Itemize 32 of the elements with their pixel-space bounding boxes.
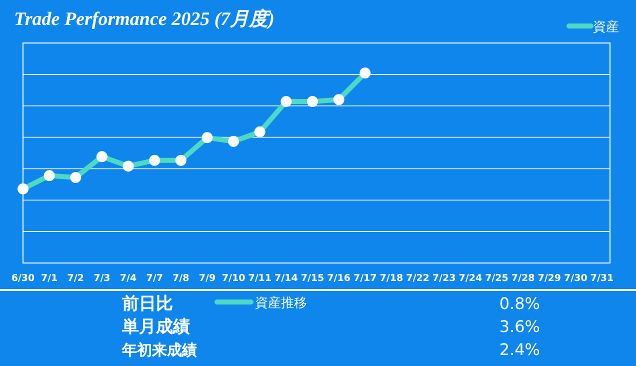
- text: 単月成績: [121, 317, 190, 337]
- text: 前日比: [121, 294, 173, 314]
- x-tick-label: 7/3: [94, 273, 110, 284]
- x-tick-label: 7/15: [300, 273, 324, 284]
- x-tick-label: 7/4: [120, 273, 137, 284]
- text: 0.8%: [499, 294, 540, 313]
- x-tick-label: 7/23: [432, 273, 456, 284]
- x-tick-label: 7/17: [353, 273, 377, 284]
- x-tick-label: 7/30: [564, 273, 588, 284]
- x-tick-label: 7/16: [327, 273, 351, 284]
- x-tick-label: 7/14: [274, 273, 298, 284]
- x-tick-label: 7/18: [380, 273, 404, 284]
- legend-label: 資産: [593, 19, 619, 35]
- x-tick-label: 7/28: [511, 273, 536, 284]
- x-tick-label: 7/24: [458, 273, 482, 284]
- x-tick-label: 7/29: [538, 273, 562, 284]
- x-tick-label: 7/8: [172, 273, 190, 284]
- x-tick-label: 7/2: [67, 273, 84, 284]
- text: 3.6%: [499, 317, 540, 336]
- x-tick-label: 7/22: [406, 273, 430, 284]
- x-tick-label: 7/7: [146, 273, 163, 284]
- x-tick-label: 7/9: [198, 273, 216, 284]
- x-tick-label: 7/11: [248, 273, 272, 284]
- x-tick-label: 7/10: [222, 273, 246, 284]
- x-tick-label: 7/25: [485, 273, 508, 284]
- text: 2.4%: [499, 340, 540, 359]
- chart-title: Trade Performance 2025 (7月度): [14, 8, 274, 30]
- x-tick-label: 7/1: [40, 273, 58, 284]
- x-tick-label: 7/31: [590, 273, 614, 284]
- x-tick-label: 6/30: [11, 273, 36, 284]
- text: 年初来成績: [121, 341, 197, 359]
- text: 資産推移: [255, 295, 307, 311]
